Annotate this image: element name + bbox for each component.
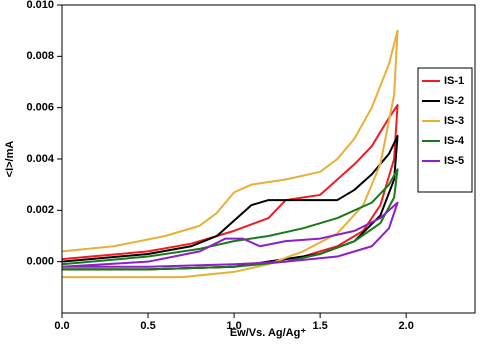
y-tick-label: 0.002 bbox=[26, 204, 54, 216]
legend-label: IS-2 bbox=[444, 95, 464, 107]
x-tick-label: 0.5 bbox=[140, 320, 155, 332]
legend-label: IS-3 bbox=[444, 115, 464, 127]
y-tick-label: 0.004 bbox=[26, 153, 54, 165]
legend-label: IS-4 bbox=[444, 135, 465, 147]
legend-label: IS-1 bbox=[444, 75, 464, 87]
x-tick-label: 1.0 bbox=[226, 320, 241, 332]
x-tick-label: 1.5 bbox=[312, 320, 327, 332]
x-axis-label: Ew/Vs. Ag/Ag⁺ bbox=[230, 327, 306, 339]
data-line bbox=[61, 29, 399, 279]
legend-box bbox=[417, 67, 473, 193]
y-tick-label: 0.010 bbox=[26, 0, 54, 11]
legend-label: IS-5 bbox=[444, 155, 464, 167]
data-line bbox=[61, 134, 399, 271]
y-tick-label: 0.000 bbox=[26, 256, 54, 268]
y-tick-label: 0.008 bbox=[26, 50, 54, 62]
x-tick-label: 0.0 bbox=[54, 320, 69, 332]
y-axis-label: <I>/mA bbox=[4, 141, 16, 178]
x-tick-label: 2.0 bbox=[399, 320, 414, 332]
data-line bbox=[61, 201, 399, 268]
y-tick-label: 0.006 bbox=[26, 102, 54, 114]
